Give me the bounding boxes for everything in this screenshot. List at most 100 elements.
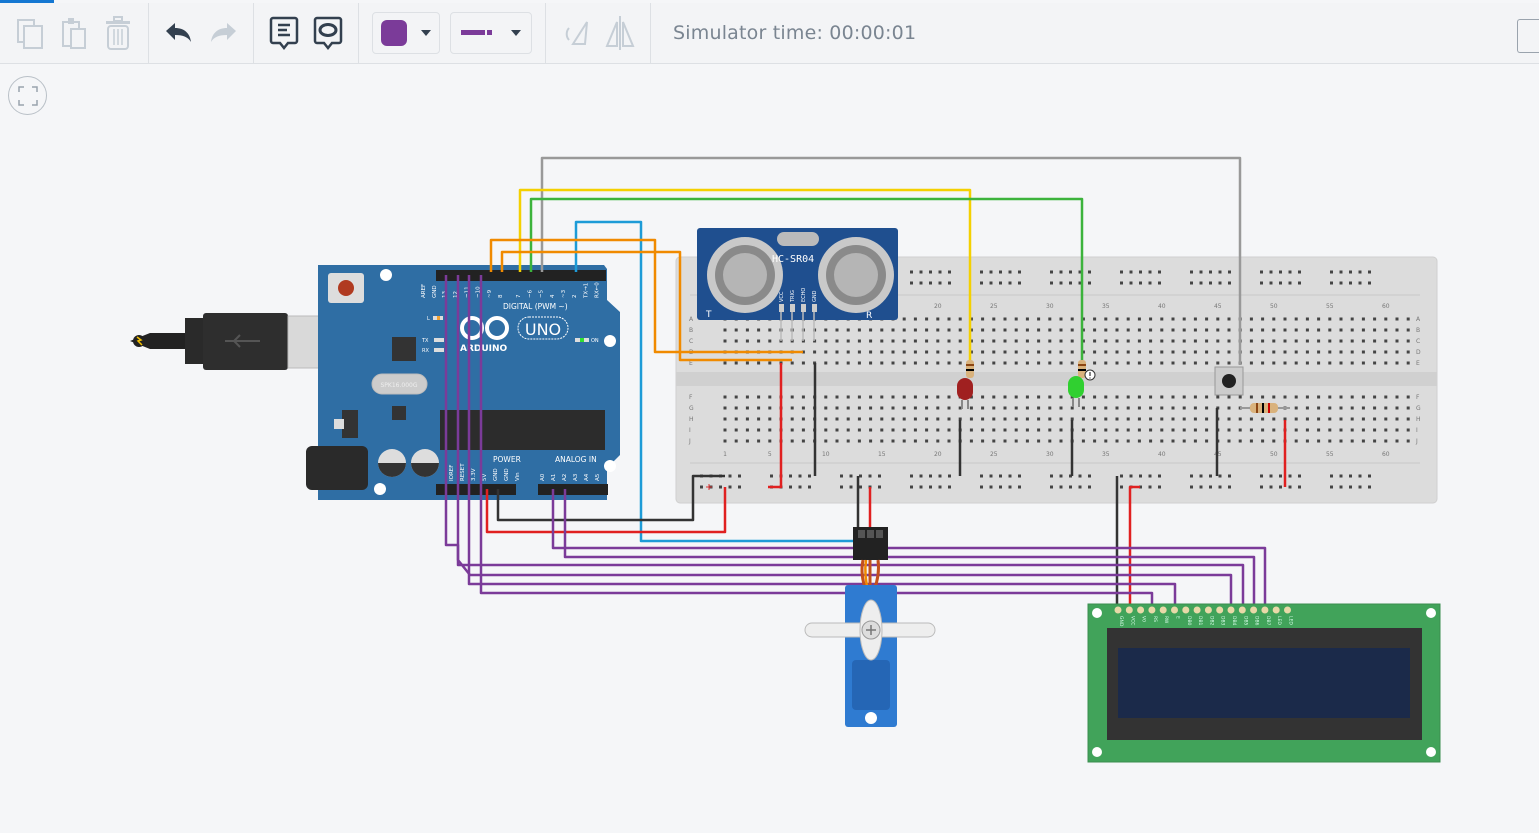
- resistor-red-led[interactable]: [966, 360, 974, 378]
- wire-purple[interactable]: [551, 489, 1267, 607]
- breadboard-hole: [913, 428, 917, 432]
- breadboard-hole: [1373, 428, 1377, 432]
- zoom-to-fit-button[interactable]: [8, 76, 47, 115]
- breadboard-hole: [1317, 361, 1321, 365]
- arduino-uno[interactable]: SPK16.000G ARDUINO UNO DIGITAL (PWM ~) P…: [306, 265, 620, 500]
- resistor-green-led[interactable]: [1078, 360, 1086, 378]
- breadboard-hole: [1216, 328, 1220, 332]
- rail-hole: [1218, 270, 1222, 274]
- breadboard-hole: [846, 406, 850, 410]
- rail-hole: [929, 270, 932, 274]
- wire-red[interactable]: [485, 487, 727, 534]
- copy-button[interactable]: [8, 11, 52, 55]
- breadboard-hole: [880, 328, 884, 332]
- rail-hole: [1158, 474, 1161, 478]
- row-label: C: [1416, 338, 1420, 345]
- breadboard-hole: [992, 317, 996, 321]
- wire-yellow[interactable]: [518, 188, 972, 360]
- sensor-r-label: R: [866, 311, 872, 321]
- wire-type-dropdown[interactable]: [450, 12, 532, 54]
- lcd-16x2[interactable]: GND VCC V0 RS RW E DB0 DB1 DB2 DB3 DB4 DB5 DB6 DB7 LED…: [1087, 603, 1441, 763]
- breadboard-hole: [1395, 328, 1399, 332]
- toggle-notes-visibility-button[interactable]: [306, 11, 350, 55]
- wire-black[interactable]: [496, 474, 725, 522]
- arduino-brand: ARDUINO: [460, 344, 508, 354]
- delete-button[interactable]: [96, 11, 140, 55]
- breadboard-hole: [1126, 417, 1130, 421]
- breadboard-hole: [1294, 361, 1298, 365]
- rail-hole: [849, 474, 853, 478]
- pulldown-resistor[interactable]: [1240, 403, 1290, 413]
- breadboard-hole: [1384, 395, 1388, 399]
- wires[interactable]: [444, 156, 1287, 607]
- breadboard-hole: [1093, 395, 1097, 399]
- wire-purple[interactable]: [563, 489, 1256, 607]
- ultrasonic-sensor-hc-sr04[interactable]: HC-SR04 T R VCC TRIG ECHO GND: [697, 228, 898, 341]
- breadboard-hole: [981, 428, 985, 432]
- wire-orange[interactable]: [489, 238, 803, 354]
- lcd-pin: [1284, 606, 1291, 614]
- breadboard-hole: [1003, 439, 1007, 443]
- undo-button[interactable]: [157, 11, 201, 55]
- pushbutton[interactable]: [1214, 366, 1244, 396]
- lcd-pin-label: LED: [1288, 616, 1294, 625]
- breadboard-hole: [824, 350, 828, 354]
- breadboard-hole: [1373, 395, 1377, 399]
- breadboard-hole: [745, 395, 749, 399]
- pin-label: ~11: [464, 286, 470, 298]
- rail-hole: [1330, 270, 1333, 274]
- breadboard-hole: [1025, 328, 1029, 332]
- breadboard-hole: [1305, 417, 1309, 421]
- rail-hole: [808, 485, 811, 489]
- breadboard-hole: [1249, 317, 1253, 321]
- rail-hole: [1218, 474, 1222, 478]
- lcd-pin-label: DB6: [1254, 616, 1260, 626]
- breadboard-hole: [936, 428, 940, 432]
- wire-blue[interactable]: [574, 220, 860, 543]
- breadboard-hole: [1238, 439, 1242, 443]
- wire-purple[interactable]: [479, 275, 1154, 607]
- green-led[interactable]: [1068, 369, 1096, 407]
- wire-gray[interactable]: [540, 156, 1242, 365]
- breadboard-hole: [1373, 328, 1377, 332]
- rail-hole: [1330, 485, 1333, 489]
- sensor-pin: [790, 304, 795, 312]
- breadboard-hole: [880, 428, 884, 432]
- wire-orange[interactable]: [500, 250, 792, 362]
- paste-button[interactable]: [52, 11, 96, 55]
- breadboard-hole: [1249, 395, 1253, 399]
- micro-servo[interactable]: [804, 527, 936, 727]
- breadboard-hole: [1160, 439, 1164, 443]
- breadboard-hole: [1115, 439, 1119, 443]
- breadboard-hole: [1126, 328, 1130, 332]
- breadboard-hole: [1025, 417, 1029, 421]
- code-panel-button[interactable]: [1517, 19, 1539, 53]
- wire-color-dropdown[interactable]: [372, 12, 440, 54]
- rotate-button[interactable]: [554, 11, 598, 55]
- rail-hole: [1018, 485, 1021, 489]
- breadboard-hole: [1048, 361, 1052, 365]
- breadboard-hole: [857, 428, 861, 432]
- wire-green[interactable]: [529, 197, 1084, 360]
- flip-button[interactable]: [598, 11, 642, 55]
- breadboard-hole: [1261, 350, 1265, 354]
- breadboard-hole: [902, 350, 906, 354]
- breadboard-hole: [1261, 417, 1265, 421]
- pin-label: ~6: [527, 289, 533, 298]
- wire-red[interactable]: [768, 363, 783, 489]
- breadboard-hole: [857, 361, 861, 365]
- notes-button[interactable]: [262, 11, 306, 55]
- breadboard-hole: [1395, 317, 1399, 321]
- redo-button[interactable]: [201, 11, 245, 55]
- breadboard-hole: [913, 395, 917, 399]
- breadboard-hole: [1070, 339, 1074, 343]
- breadboard-hole: [1025, 317, 1029, 321]
- breadboard-hole: [1249, 350, 1253, 354]
- wire-purple[interactable]: [467, 275, 1177, 607]
- red-led[interactable]: [957, 378, 973, 409]
- wire-red[interactable]: [1128, 485, 1140, 607]
- breadboard-hole: [1081, 417, 1085, 421]
- rail-hole: [999, 281, 1002, 285]
- breadboard-hole: [757, 428, 761, 432]
